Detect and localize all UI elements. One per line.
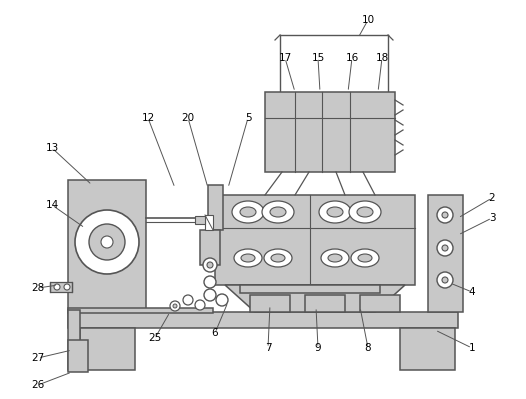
Text: 16: 16 bbox=[346, 53, 359, 63]
Text: 7: 7 bbox=[265, 343, 271, 353]
Ellipse shape bbox=[262, 201, 294, 223]
Text: 13: 13 bbox=[45, 143, 58, 153]
Text: 1: 1 bbox=[469, 343, 476, 353]
Text: 3: 3 bbox=[489, 213, 495, 223]
Ellipse shape bbox=[327, 207, 343, 217]
Circle shape bbox=[54, 284, 60, 290]
Bar bbox=[200, 230, 220, 265]
Ellipse shape bbox=[270, 207, 286, 217]
Bar bbox=[195, 216, 205, 224]
Bar bbox=[250, 295, 290, 312]
Circle shape bbox=[101, 236, 113, 248]
Text: 6: 6 bbox=[211, 328, 218, 338]
Circle shape bbox=[183, 295, 193, 305]
Text: 8: 8 bbox=[365, 343, 371, 353]
Bar bbox=[68, 308, 213, 313]
Bar bbox=[240, 285, 380, 293]
Bar bbox=[50, 282, 72, 292]
Ellipse shape bbox=[357, 207, 373, 217]
Bar bbox=[68, 310, 80, 370]
Bar bbox=[305, 295, 345, 312]
Bar bbox=[360, 295, 400, 312]
Bar bbox=[400, 328, 455, 370]
Text: 20: 20 bbox=[181, 113, 195, 123]
Text: 18: 18 bbox=[376, 53, 389, 63]
Circle shape bbox=[203, 258, 217, 272]
Circle shape bbox=[437, 272, 453, 288]
Circle shape bbox=[216, 294, 228, 306]
Bar bbox=[205, 215, 213, 230]
Text: 10: 10 bbox=[361, 15, 375, 25]
Text: 9: 9 bbox=[315, 343, 321, 353]
Text: 28: 28 bbox=[32, 283, 45, 293]
Ellipse shape bbox=[358, 254, 372, 262]
Ellipse shape bbox=[234, 249, 262, 267]
Circle shape bbox=[437, 207, 453, 223]
Circle shape bbox=[173, 304, 177, 308]
Text: 26: 26 bbox=[32, 380, 45, 390]
Ellipse shape bbox=[232, 201, 264, 223]
Circle shape bbox=[64, 284, 70, 290]
Polygon shape bbox=[225, 285, 405, 312]
Text: 5: 5 bbox=[245, 113, 251, 123]
Circle shape bbox=[75, 210, 139, 274]
Ellipse shape bbox=[328, 254, 342, 262]
Text: 27: 27 bbox=[32, 353, 45, 363]
Circle shape bbox=[437, 240, 453, 256]
Circle shape bbox=[204, 289, 216, 301]
Text: 12: 12 bbox=[141, 113, 155, 123]
Ellipse shape bbox=[241, 254, 255, 262]
Ellipse shape bbox=[351, 249, 379, 267]
Circle shape bbox=[442, 212, 448, 218]
Bar bbox=[68, 340, 88, 372]
Text: 15: 15 bbox=[311, 53, 325, 63]
Text: 4: 4 bbox=[469, 287, 476, 297]
Bar bbox=[265, 92, 395, 172]
Bar bbox=[208, 185, 223, 230]
Bar bbox=[68, 180, 146, 310]
Circle shape bbox=[89, 224, 125, 260]
Ellipse shape bbox=[271, 254, 285, 262]
Text: 25: 25 bbox=[148, 333, 161, 343]
Bar bbox=[428, 195, 463, 312]
Ellipse shape bbox=[349, 201, 381, 223]
Circle shape bbox=[204, 276, 216, 288]
Circle shape bbox=[442, 245, 448, 251]
Circle shape bbox=[195, 300, 205, 310]
Circle shape bbox=[170, 301, 180, 311]
Ellipse shape bbox=[321, 249, 349, 267]
Text: 17: 17 bbox=[278, 53, 291, 63]
Ellipse shape bbox=[264, 249, 292, 267]
Circle shape bbox=[442, 277, 448, 283]
Bar bbox=[215, 195, 415, 285]
Circle shape bbox=[207, 262, 213, 268]
Bar bbox=[68, 312, 458, 328]
Ellipse shape bbox=[319, 201, 351, 223]
Ellipse shape bbox=[240, 207, 256, 217]
Bar bbox=[80, 328, 135, 370]
Text: 2: 2 bbox=[489, 193, 495, 203]
Text: 14: 14 bbox=[45, 200, 58, 210]
